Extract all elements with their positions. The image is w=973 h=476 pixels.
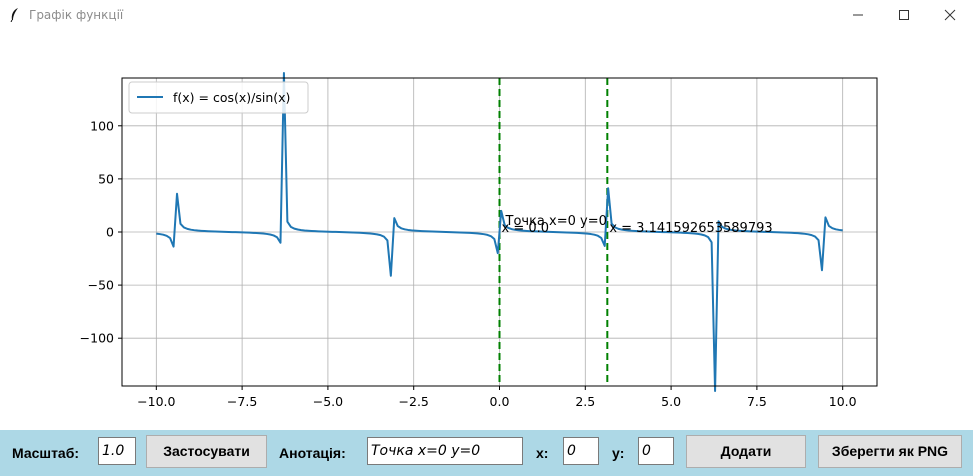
annotation-text: Точка x=0 y=0 [505, 214, 607, 229]
x-tick-label: 2.5 [575, 394, 595, 409]
x-tick-label: −2.5 [399, 394, 429, 409]
minimize-icon [853, 14, 863, 16]
x-tick-label: 5.0 [661, 394, 681, 409]
feather-icon [10, 8, 18, 22]
legend: f(x) = cos(x)/sin(x) [128, 81, 309, 114]
window-title: Графік функції [29, 8, 124, 22]
close-button[interactable] [927, 0, 973, 30]
annotation-input[interactable]: Точка x=0 y=0 [367, 437, 523, 465]
function-plot: −10.0 −7.5 −5.0 −2.5 0.0 2.5 5.0 7.5 10.0 100 50 0… [80, 72, 878, 409]
vline-label: x = 3.141592653589793 [609, 221, 772, 236]
scale-input[interactable]: 1.0 [98, 437, 136, 465]
legend-box [128, 81, 309, 114]
scale-label: Масштаб: [12, 445, 80, 461]
y-tick-label: 100 [90, 118, 114, 133]
function-curve [156, 72, 843, 392]
apply-button[interactable]: Застосувати [146, 435, 267, 468]
vline-label: x = 0.0 [502, 221, 550, 236]
x-tick-label: −7.5 [227, 394, 257, 409]
y-axis-ticks: 100 50 0 −50 −100 [80, 118, 122, 346]
x-tick-label: −5.0 [313, 394, 343, 409]
x-axis-ticks: −10.0 −7.5 −5.0 −2.5 0.0 2.5 5.0 7.5 10.0 [137, 386, 857, 409]
control-bar: Масштаб: 1.0 Застосувати Анотація: Точка… [0, 430, 973, 476]
annotation-label: Анотація: [279, 445, 346, 461]
add-button[interactable]: Додати [686, 435, 806, 468]
x-tick-label: −10.0 [137, 394, 175, 409]
close-icon [944, 9, 956, 21]
x-input[interactable]: 0 [563, 437, 599, 465]
title-bar: Графік функції [0, 0, 973, 30]
x-tick-label: 0.0 [490, 394, 510, 409]
minimize-button[interactable] [835, 0, 881, 30]
y-tick-label: −100 [80, 331, 114, 346]
maximize-icon [899, 10, 909, 20]
y-tick-label: −50 [88, 278, 114, 293]
x-tick-label: 7.5 [747, 394, 767, 409]
x-label: x: [536, 445, 549, 461]
y-tick-label: 0 [106, 225, 114, 240]
y-label: y: [612, 445, 625, 461]
legend-label: f(x) = cos(x)/sin(x) [173, 90, 290, 105]
y-tick-label: 50 [98, 171, 114, 186]
maximize-button[interactable] [881, 0, 927, 30]
x-tick-label: 10.0 [829, 394, 857, 409]
y-input[interactable]: 0 [638, 437, 674, 465]
save-png-button[interactable]: Зберегти як PNG [818, 435, 962, 468]
